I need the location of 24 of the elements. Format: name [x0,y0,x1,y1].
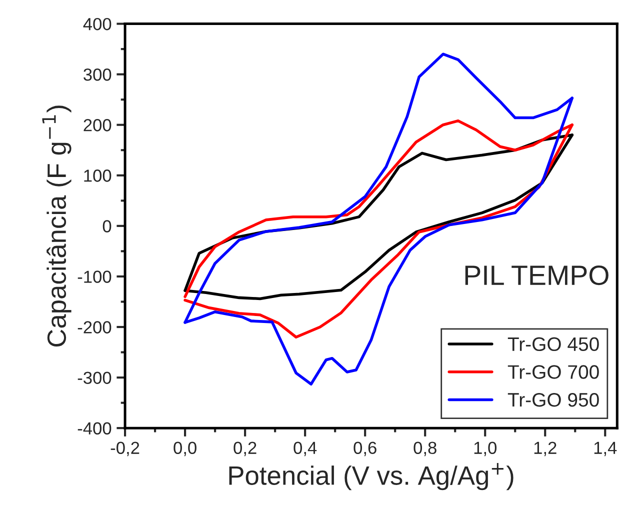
y-tick-label: -100 [78,270,112,283]
x-tick-label: 1,0 [474,442,497,456]
y-tick-label: 100 [84,170,112,182]
x-tick-label: 0,8 [414,442,436,456]
y-tick-label: -200 [78,321,112,334]
y-axis-title: Capacitância (F g$^{−1}$) [42,106,72,347]
x-tick-label: 1,4 [594,442,617,456]
x-tick-label: 0,6 [354,442,376,456]
y-tick-label: 300 [84,68,112,81]
x-axis-title: Potencial (V vs. Ag/Ag$^{+}$) [229,463,514,490]
annotation: PIL TEMPO [465,265,608,286]
x-tick-label: 0,4 [294,442,317,456]
legend-label: Tr-GO 700 [508,365,599,379]
x-tick-label: 0,0 [174,442,196,456]
x-tick-label: 1,2 [534,442,556,456]
x-tick-label: 0,2 [234,442,256,456]
y-tick-label: 200 [84,119,112,132]
legend-label: Tr-GO 950 [508,392,599,407]
y-tick-label: 400 [83,18,112,30]
legend-label: Tr-GO 450 [508,337,599,352]
y-tick-label: -400 [78,422,112,435]
y-tick-label: 0 [102,220,112,232]
y-tick-label: -300 [78,372,112,384]
x-tick-label: -0,2 [110,442,140,456]
